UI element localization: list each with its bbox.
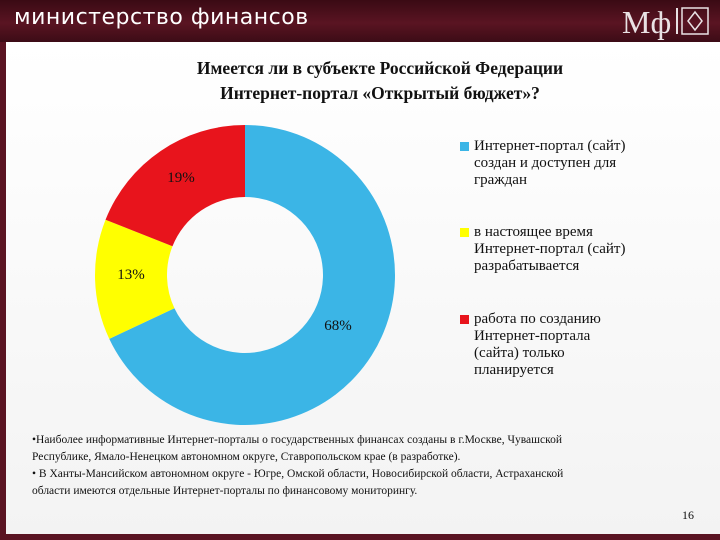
note-2-line-1: • В Ханты-Мансийском автономном округе -…: [32, 468, 564, 480]
left-border: [0, 42, 6, 540]
page-number: 16: [682, 508, 694, 522]
legend-item-developing: в настоящее время Интернет-портал (сайт)…: [458, 224, 698, 275]
chart-title-line-1: Имеется ли в субъекте Российской Федерац…: [196, 58, 564, 78]
legend-item-created: Интернет-портал (сайт) создан и доступен…: [458, 138, 698, 189]
header-bar: министерство финансов Мф: [0, 0, 720, 42]
note-1-line-2: Республике, Ямало-Ненецком автономном ок…: [32, 451, 461, 463]
legend-text: создан и доступен для: [474, 155, 617, 171]
legend-text: работа по созданию: [474, 311, 601, 327]
legend-text: Интернет-портал (сайт): [474, 241, 626, 257]
chart-legend: Интернет-портал (сайт) создан и доступен…: [458, 138, 698, 379]
legend-item-planned: работа по созданию Интернет-портала (сай…: [458, 311, 698, 379]
note-2-line-2: области имеются отдельные Интернет-порта…: [32, 485, 418, 497]
legend-swatch-red: [460, 315, 469, 324]
legend-text: разрабатывается: [474, 258, 580, 274]
legend-text: планируется: [474, 362, 554, 378]
footnotes: •Наиболее информативные Интернет-порталы…: [32, 432, 692, 500]
ministry-logo: Мф: [622, 4, 709, 40]
org-name: министерство финансов: [14, 5, 309, 30]
legend-swatch-blue: [460, 142, 469, 151]
chart-title-line-2: Интернет-портал «Открытый бюджет»?: [220, 83, 540, 103]
legend-text: Интернет-портала: [474, 328, 591, 344]
legend-text: в настоящее время: [474, 224, 593, 240]
legend-text: (сайта) только: [474, 345, 565, 361]
legend-swatch-yellow: [460, 228, 469, 237]
legend-text: Интернет-портал (сайт): [474, 138, 626, 154]
bottom-border: [0, 534, 720, 540]
note-1-line-1: •Наиболее информативные Интернет-порталы…: [32, 434, 562, 446]
logo-text: Мф: [622, 4, 671, 40]
chart-title: Имеется ли в субъекте Российской Федерац…: [150, 56, 610, 106]
legend-text: граждан: [474, 172, 527, 188]
